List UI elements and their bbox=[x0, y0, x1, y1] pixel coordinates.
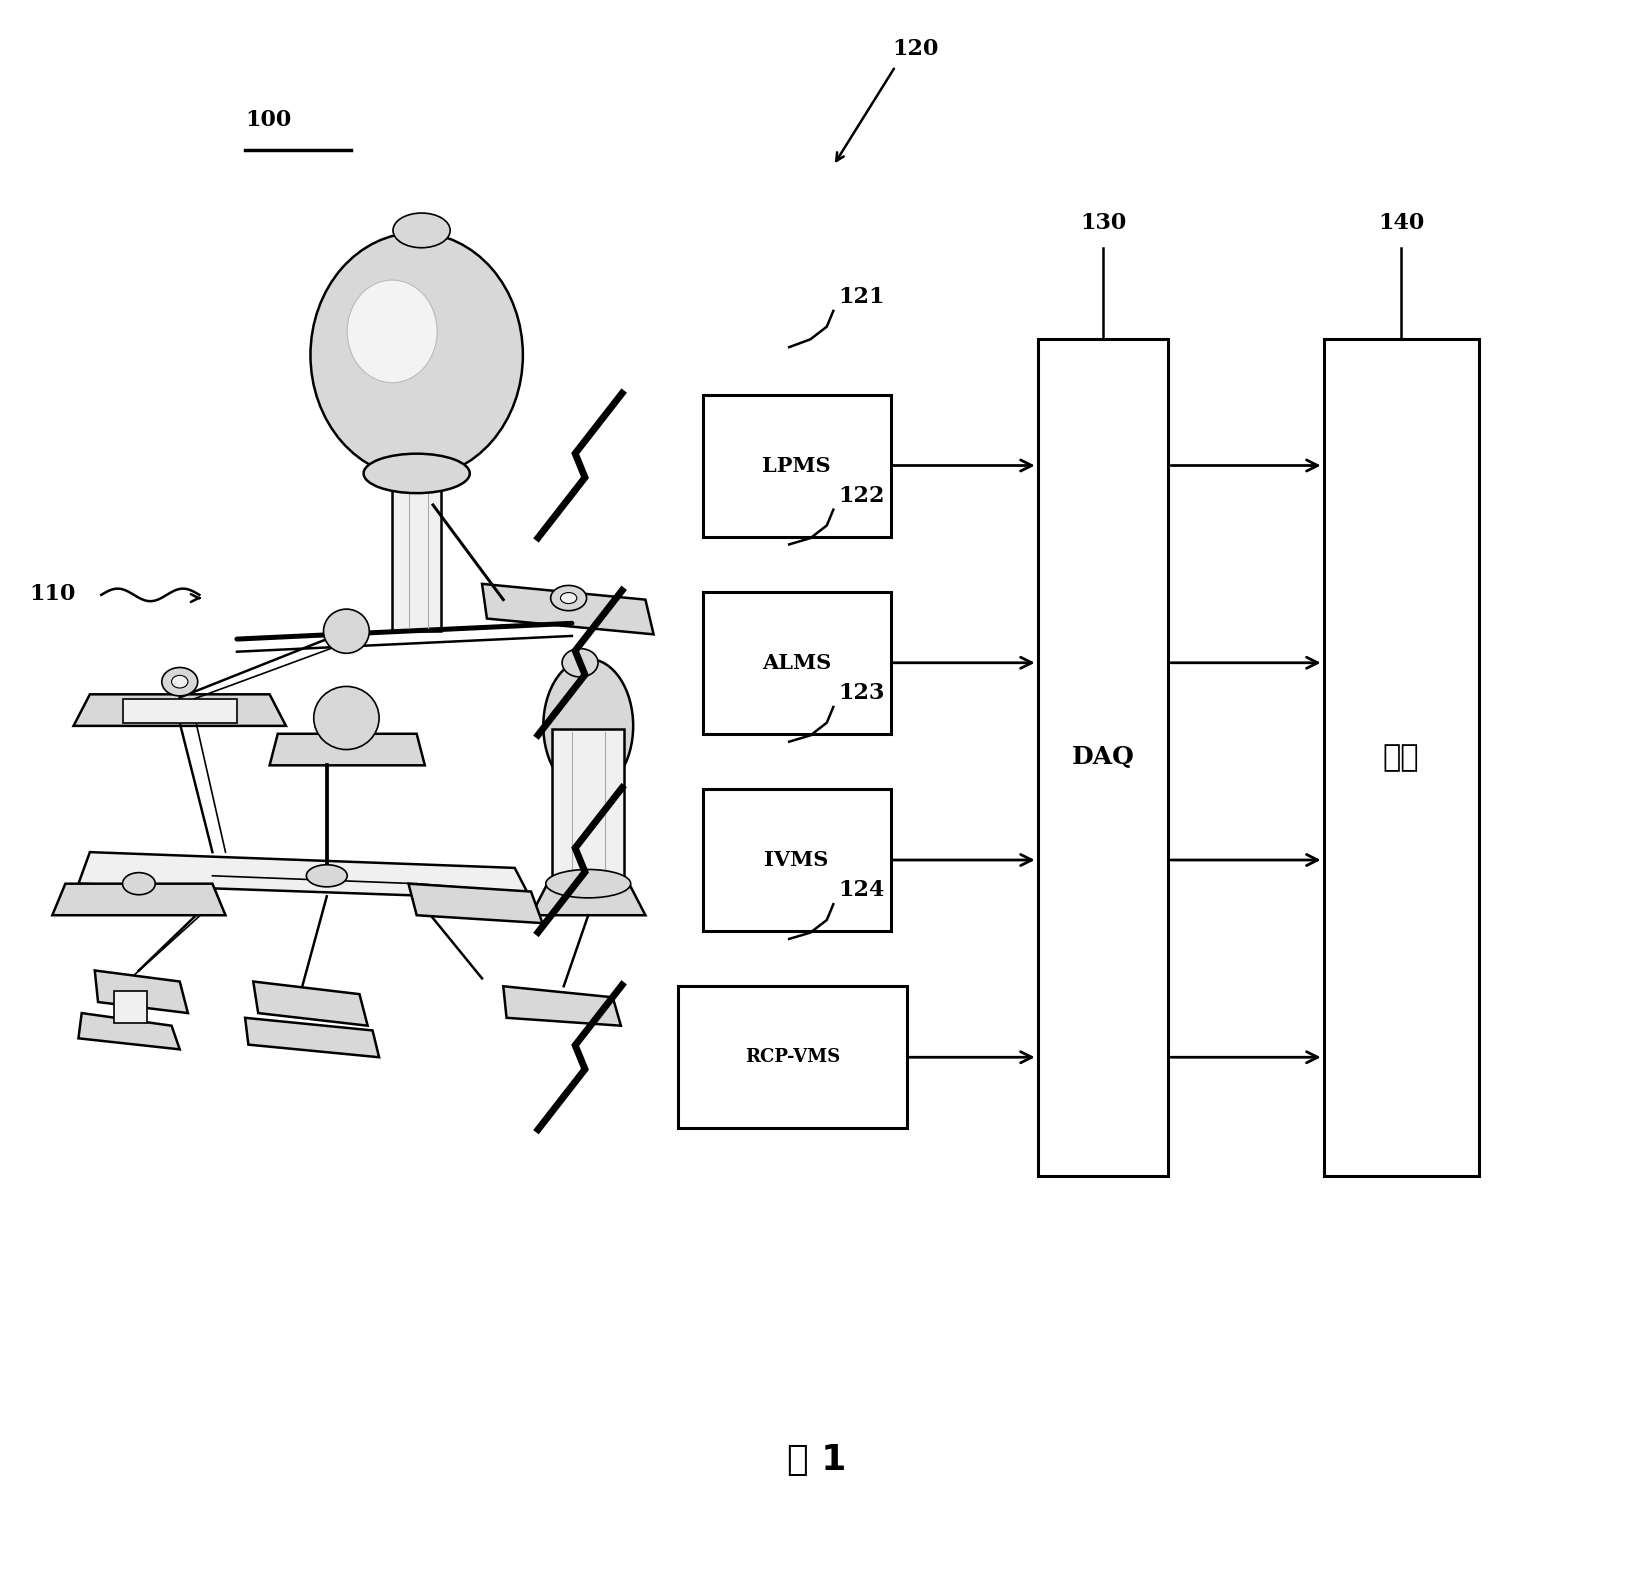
Polygon shape bbox=[78, 852, 531, 899]
Polygon shape bbox=[503, 986, 621, 1026]
Polygon shape bbox=[253, 982, 368, 1026]
Polygon shape bbox=[78, 1013, 180, 1049]
Circle shape bbox=[324, 609, 369, 653]
Ellipse shape bbox=[560, 593, 577, 604]
Bar bbox=[1038, 339, 1168, 1176]
Bar bbox=[703, 592, 891, 734]
Text: 122: 122 bbox=[838, 484, 884, 507]
Ellipse shape bbox=[162, 667, 198, 696]
Text: 140: 140 bbox=[1377, 211, 1425, 234]
Text: ALMS: ALMS bbox=[761, 653, 832, 672]
Ellipse shape bbox=[172, 675, 188, 688]
Text: DAQ: DAQ bbox=[1072, 745, 1134, 770]
Text: 130: 130 bbox=[1080, 211, 1126, 234]
Bar bbox=[703, 789, 891, 931]
Text: 图 1: 图 1 bbox=[788, 1442, 846, 1477]
Text: 100: 100 bbox=[245, 109, 291, 131]
Ellipse shape bbox=[562, 649, 598, 677]
Ellipse shape bbox=[363, 454, 471, 492]
Bar bbox=[703, 394, 891, 537]
Text: 124: 124 bbox=[838, 879, 884, 901]
Circle shape bbox=[314, 686, 379, 750]
Ellipse shape bbox=[542, 660, 632, 792]
Bar bbox=[123, 699, 237, 723]
Polygon shape bbox=[552, 729, 624, 884]
Text: RCP-VMS: RCP-VMS bbox=[745, 1048, 840, 1067]
Text: 121: 121 bbox=[838, 286, 884, 308]
Text: LPMS: LPMS bbox=[763, 456, 830, 475]
Text: 120: 120 bbox=[892, 38, 938, 60]
Text: 控制: 控制 bbox=[1382, 743, 1420, 772]
Ellipse shape bbox=[123, 873, 155, 895]
Polygon shape bbox=[392, 477, 441, 631]
Ellipse shape bbox=[346, 279, 436, 383]
Polygon shape bbox=[270, 734, 425, 765]
Ellipse shape bbox=[306, 865, 346, 887]
Polygon shape bbox=[482, 584, 654, 634]
Polygon shape bbox=[52, 884, 225, 915]
Ellipse shape bbox=[546, 869, 631, 898]
Text: IVMS: IVMS bbox=[765, 851, 828, 869]
Bar bbox=[1324, 339, 1479, 1176]
Polygon shape bbox=[245, 1018, 379, 1057]
Ellipse shape bbox=[392, 213, 449, 248]
Polygon shape bbox=[95, 970, 188, 1013]
Polygon shape bbox=[531, 884, 645, 915]
Polygon shape bbox=[114, 991, 147, 1023]
Polygon shape bbox=[74, 694, 286, 726]
Text: 110: 110 bbox=[29, 582, 75, 604]
Bar bbox=[678, 986, 907, 1128]
Polygon shape bbox=[408, 884, 542, 923]
Ellipse shape bbox=[551, 585, 587, 611]
Ellipse shape bbox=[310, 232, 523, 478]
Text: 123: 123 bbox=[838, 682, 884, 704]
